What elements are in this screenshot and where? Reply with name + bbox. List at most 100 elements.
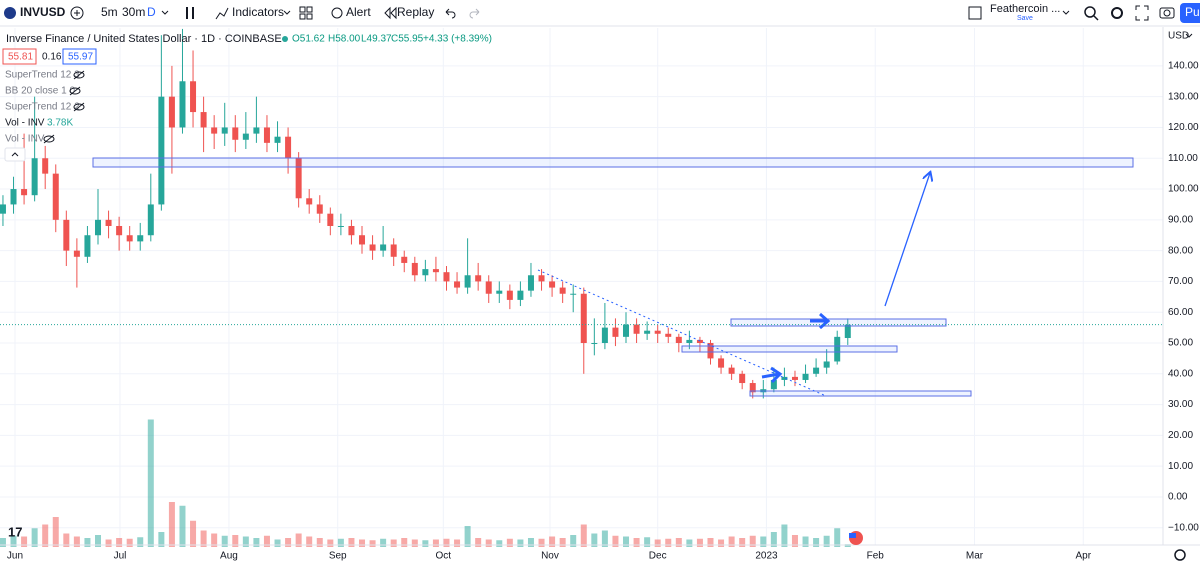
grid-layer	[0, 28, 1163, 545]
drawings	[92, 157, 1134, 397]
buy-price[interactable]: 55.97	[68, 52, 93, 63]
volume-bar	[10, 535, 17, 547]
layout-icon	[968, 6, 982, 20]
volume-bar	[728, 536, 735, 547]
sell-price[interactable]: 55.81	[8, 52, 33, 63]
interval[interactable]: D	[147, 5, 156, 19]
volume-bar	[654, 539, 661, 547]
candle-body	[21, 189, 28, 196]
candle-body	[696, 339, 703, 344]
volume-bar	[739, 538, 746, 547]
y-tick-label: 120.00	[1168, 122, 1199, 133]
alert-button[interactable]: Alert	[346, 5, 371, 19]
redo[interactable]	[469, 8, 480, 19]
candle-body	[601, 327, 608, 344]
chevron[interactable]	[283, 10, 291, 15]
candle-body	[327, 213, 334, 226]
ohlc-low: L49.37	[361, 34, 392, 45]
volume-bar	[538, 538, 545, 547]
chart-type[interactable]	[186, 7, 194, 19]
volume-bar	[31, 528, 38, 547]
y-tick-label: 110.00	[1168, 153, 1198, 164]
undo[interactable]	[445, 8, 456, 19]
volume-bar	[306, 536, 313, 547]
zone[interactable]	[681, 345, 898, 353]
search[interactable]	[1084, 6, 1096, 18]
volume-bar	[454, 539, 461, 547]
indicator-label[interactable]: Vol - INV	[5, 118, 45, 129]
ohlc-open: O51.62	[292, 34, 325, 45]
flag	[849, 531, 863, 545]
volume-bar	[42, 524, 49, 547]
y-tick-label: 130.00	[1168, 91, 1199, 102]
candle-body	[73, 250, 80, 257]
replay-button[interactable]: Replay	[397, 5, 434, 19]
candle-body	[475, 275, 482, 282]
volume-bar	[274, 539, 281, 547]
volume-bar	[295, 533, 302, 547]
templates[interactable]	[299, 6, 313, 20]
volume-bar	[475, 538, 482, 547]
x-tick-label: 2023	[755, 551, 778, 562]
chevron[interactable]	[1062, 10, 1070, 15]
candle-body	[527, 275, 534, 291]
zone[interactable]	[92, 157, 1134, 168]
add-symbol[interactable]	[70, 6, 84, 20]
buy-box[interactable]	[62, 48, 97, 65]
candle-body	[834, 336, 841, 362]
volume-bar	[369, 540, 376, 547]
y-tick-label: 40.00	[1168, 368, 1193, 379]
candle-body	[686, 339, 693, 344]
candle-body	[411, 262, 418, 276]
snapshot[interactable]	[1159, 7, 1175, 19]
volume-bar	[770, 532, 777, 547]
interval[interactable]: 30m	[122, 5, 145, 19]
candle-body	[348, 225, 355, 236]
volume-bar	[443, 538, 450, 547]
arrow-line[interactable]	[884, 173, 930, 307]
candle-body	[823, 361, 830, 368]
volume-bar	[844, 544, 851, 547]
collapse-button[interactable]	[4, 147, 26, 162]
volume-bar	[549, 536, 556, 547]
settings[interactable]	[1111, 7, 1123, 19]
volume-bar	[696, 538, 703, 547]
zone[interactable]	[730, 318, 947, 327]
publish-button[interactable]	[1180, 3, 1200, 23]
indicator-label[interactable]: SuperTrend 12 2	[5, 102, 80, 113]
sell-box[interactable]	[2, 48, 37, 65]
indicators-button[interactable]: Indicators	[232, 5, 284, 19]
volume-bar	[506, 538, 513, 547]
candle-body	[94, 219, 101, 236]
currency[interactable]: USD	[1168, 31, 1189, 42]
volume-bar	[94, 535, 101, 547]
fullscreen[interactable]	[1135, 5, 1149, 21]
volume-bar	[190, 520, 197, 547]
arrow[interactable]	[810, 312, 831, 330]
indicator-label[interactable]: SuperTrend 12 3	[5, 70, 80, 81]
tv-logo[interactable]: 17	[8, 524, 22, 539]
volume-bar	[411, 539, 418, 547]
candle-body	[580, 293, 587, 344]
publish-label[interactable]: Pu	[1185, 5, 1200, 19]
indicator-label[interactable]: BB 20 close 1 0	[5, 86, 75, 97]
candle-body	[506, 290, 513, 300]
candle-body	[570, 293, 577, 295]
volume-bar	[126, 538, 133, 547]
layout-name[interactable]: Feathercoin ...	[990, 3, 1060, 15]
arrow[interactable]	[761, 366, 783, 384]
interval[interactable]: 5m	[101, 5, 118, 19]
candle-body	[432, 269, 439, 273]
settings-icon[interactable]	[1174, 549, 1186, 561]
ohlc-change: +4.33 (+8.39%)	[423, 34, 492, 45]
save-label[interactable]: Save	[1017, 15, 1033, 22]
candle-body	[306, 198, 313, 205]
chevron[interactable]	[161, 10, 169, 15]
symbol[interactable]: INVUSD	[20, 5, 66, 19]
indicator-label[interactable]: Vol - INV	[5, 134, 45, 145]
zone[interactable]	[749, 390, 972, 397]
candle-body	[591, 343, 598, 345]
x-tick-label: Jul	[114, 551, 127, 562]
volume-bar	[263, 535, 270, 547]
hide-icons[interactable]	[43, 70, 85, 144]
